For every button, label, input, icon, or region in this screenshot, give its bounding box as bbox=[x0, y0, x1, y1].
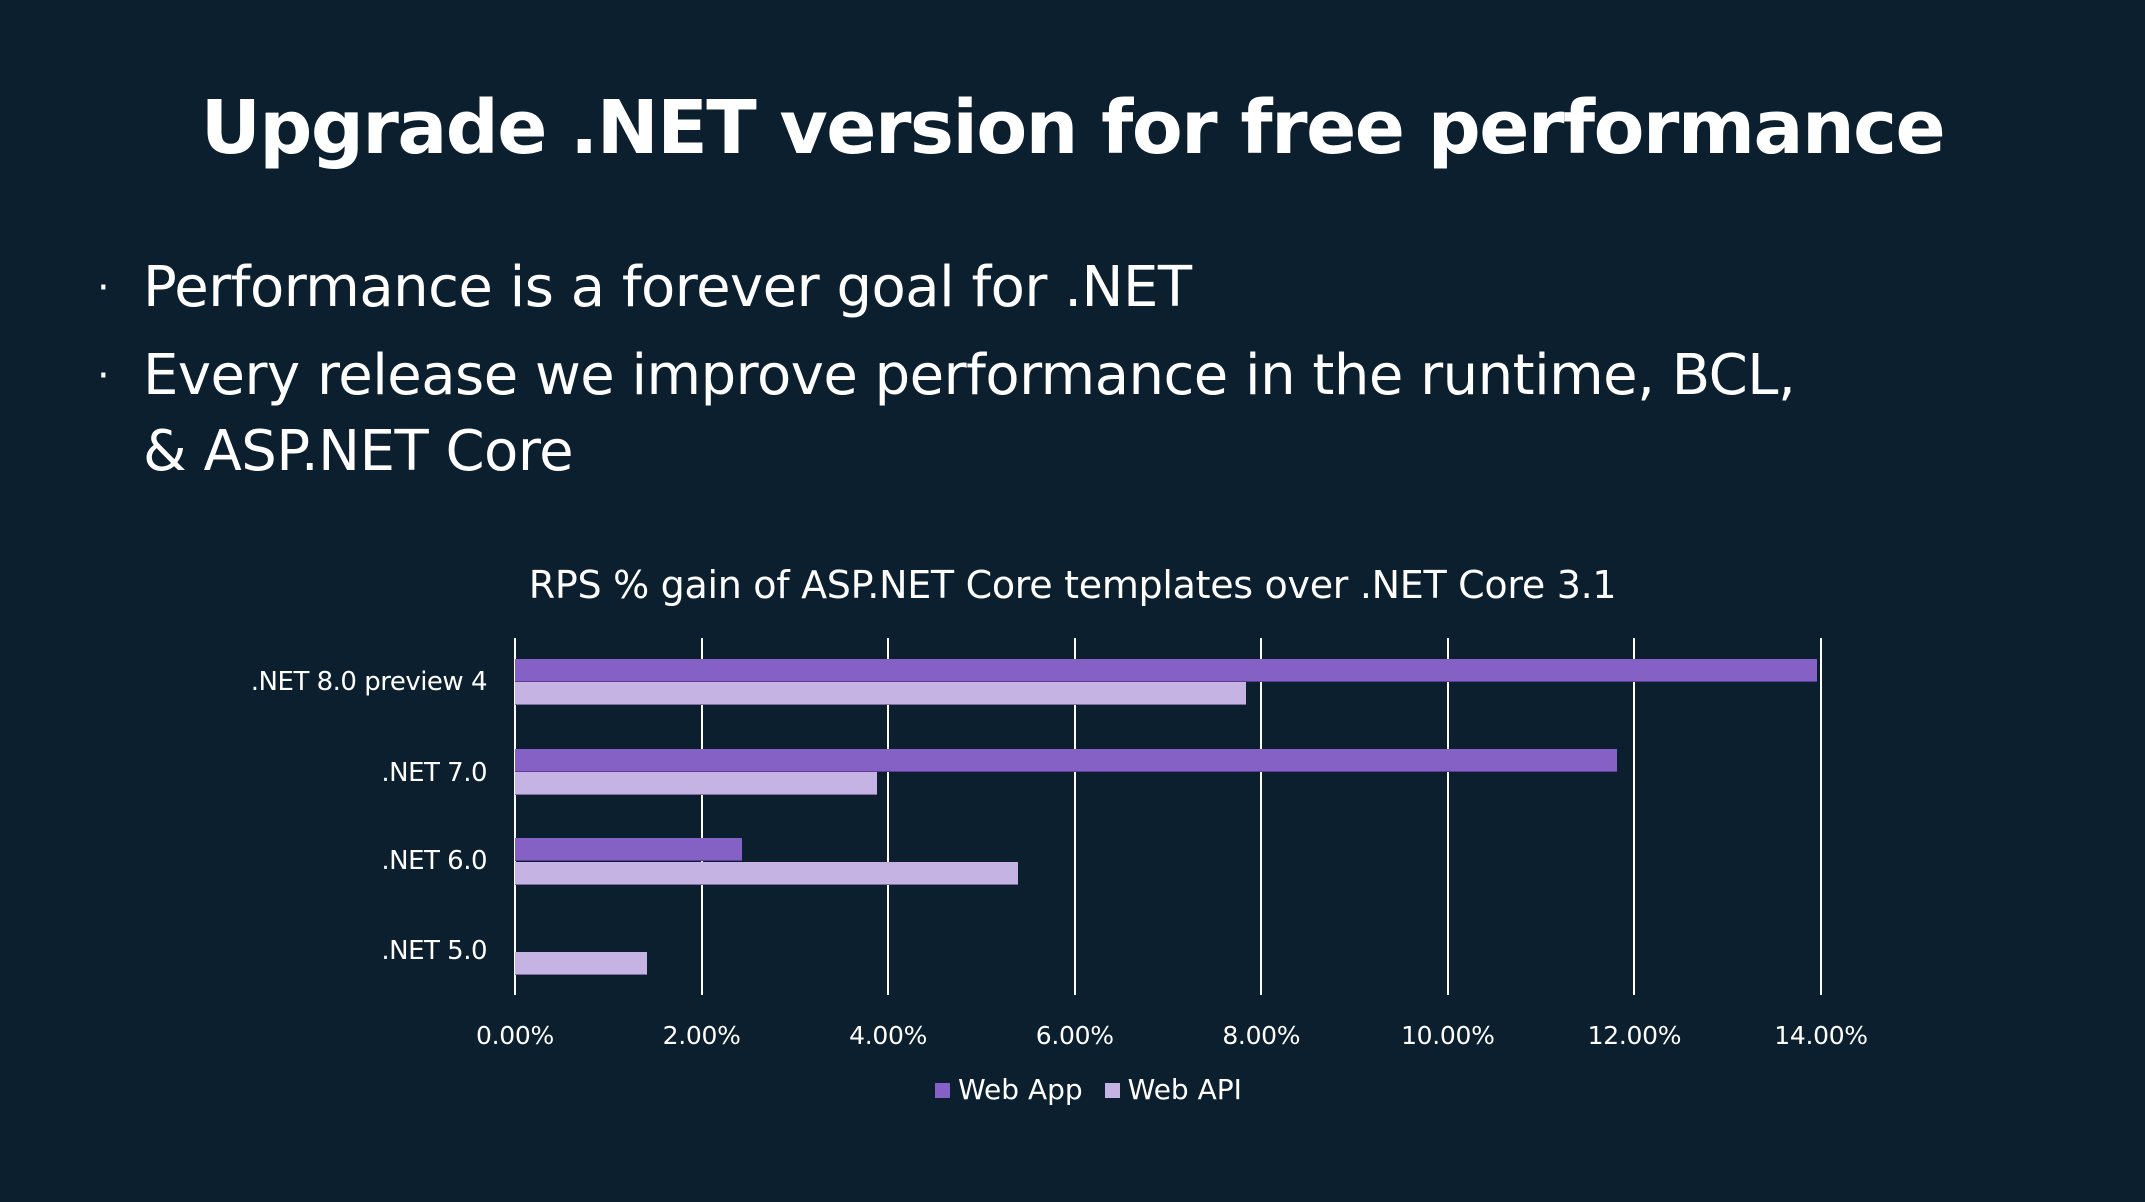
gridline bbox=[887, 638, 890, 995]
gridline bbox=[1820, 638, 1822, 995]
gridline bbox=[514, 638, 516, 995]
chart-legend: Web App Web API bbox=[935, 1073, 1264, 1107]
legend-swatch-icon bbox=[935, 1082, 950, 1098]
gridline bbox=[1073, 638, 1076, 995]
tick-label: 8.00% bbox=[1222, 1021, 1301, 1050]
bullet-text: Every release we improve performance in … bbox=[143, 343, 1796, 484]
gridline bbox=[1633, 638, 1636, 995]
gridline bbox=[1260, 638, 1263, 995]
tick-label: 0.00% bbox=[476, 1021, 554, 1050]
legend-item-web-api: Web API bbox=[1104, 1073, 1242, 1107]
legend-label: Web API bbox=[1127, 1073, 1242, 1106]
bullet-dot-icon: · bbox=[97, 265, 110, 311]
bullet-list: · Performance is a forever goal for .NET… bbox=[97, 250, 1997, 502]
bullet-item: · Every release we improve performance i… bbox=[97, 338, 1843, 490]
gridline bbox=[700, 638, 703, 995]
bullet-dot-icon: · bbox=[97, 353, 110, 399]
chart-title: RPS % gain of ASP.NET Core templates ove… bbox=[528, 563, 1617, 607]
gridline bbox=[1446, 638, 1449, 995]
legend-item-web-app: Web App bbox=[935, 1073, 1083, 1107]
bullet-item: · Performance is a forever goal for .NET bbox=[97, 250, 1997, 326]
category-label: .NET 8.0 preview 4 bbox=[250, 667, 488, 697]
tick-label: 12.00% bbox=[1587, 1021, 1682, 1050]
bar-web-app bbox=[515, 749, 1617, 772]
tick-label: 10.00% bbox=[1401, 1021, 1495, 1050]
bar-web-app bbox=[515, 659, 1818, 682]
tick-label: 6.00% bbox=[1035, 1021, 1114, 1050]
category-label: .NET 7.0 bbox=[381, 758, 487, 788]
legend-label: Web App bbox=[958, 1073, 1083, 1106]
bar-web-api bbox=[515, 952, 647, 975]
plot-area bbox=[514, 638, 1822, 995]
category-label: .NET 6.0 bbox=[381, 846, 487, 876]
tick-label: 4.00% bbox=[849, 1021, 928, 1050]
tick-label: 2.00% bbox=[662, 1021, 741, 1050]
bar-web-api bbox=[515, 682, 1247, 705]
tick-label: 14.00% bbox=[1774, 1021, 1868, 1050]
category-label: .NET 5.0 bbox=[381, 936, 487, 966]
bar-web-api bbox=[515, 772, 877, 795]
bullet-text: Performance is a forever goal for .NET bbox=[143, 255, 1192, 320]
bar-web-api bbox=[515, 862, 1018, 885]
bar-web-app bbox=[515, 838, 742, 861]
slide-title: Upgrade .NET version for free performanc… bbox=[200, 85, 1946, 171]
legend-swatch-icon bbox=[1104, 1082, 1120, 1098]
